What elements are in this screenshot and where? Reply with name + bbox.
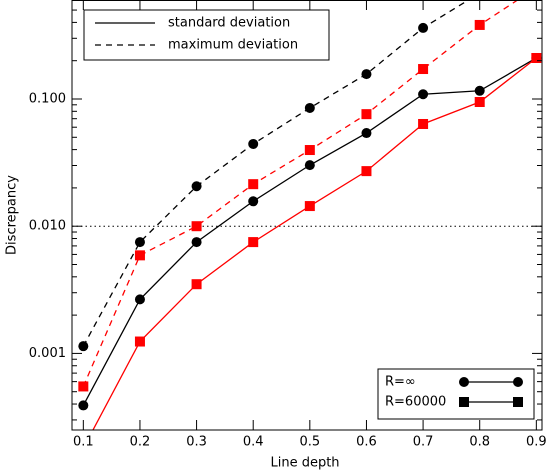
x-tick-label: 0.5 xyxy=(299,435,320,450)
data-point xyxy=(418,89,429,100)
data-point xyxy=(191,181,202,192)
x-tick-label: 0.6 xyxy=(356,435,377,450)
x-tick-label: 0.3 xyxy=(186,435,207,450)
data-point xyxy=(474,85,485,96)
x-tick-label: 0.8 xyxy=(469,435,490,450)
data-point xyxy=(361,69,372,80)
data-point xyxy=(191,237,202,248)
data-point xyxy=(361,128,372,139)
legend-label: R=60000 xyxy=(385,395,446,410)
data-point xyxy=(191,279,202,290)
legend-label: R=∞ xyxy=(385,375,416,390)
x-tick-label: 0.1 xyxy=(73,435,94,450)
data-point xyxy=(361,109,372,120)
data-point xyxy=(474,19,485,30)
x-tick-label: 0.4 xyxy=(243,435,264,450)
data-point xyxy=(134,250,145,261)
y-axis-title: Discrepancy xyxy=(5,175,20,255)
data-point xyxy=(134,237,145,248)
data-point xyxy=(248,138,259,149)
data-point xyxy=(304,102,315,113)
data-point xyxy=(531,52,542,63)
x-tick-label: 0.7 xyxy=(413,435,434,450)
data-point xyxy=(304,160,315,171)
legend-label: standard deviation xyxy=(168,16,290,31)
legend-marker xyxy=(513,377,523,387)
legend-box xyxy=(83,9,330,61)
data-point xyxy=(78,381,89,392)
x-tick-label: 0.2 xyxy=(130,435,151,450)
legend-marker xyxy=(513,397,523,407)
y-tick-label: 0.001 xyxy=(29,346,66,361)
y-tick-label: 0.010 xyxy=(29,219,66,234)
data-point xyxy=(418,118,429,129)
plot-frame xyxy=(71,0,543,431)
data-point xyxy=(248,196,259,207)
plot-area xyxy=(72,0,542,430)
data-point xyxy=(304,145,315,156)
data-point xyxy=(418,22,429,33)
y-tick-label: 0.100 xyxy=(29,91,66,106)
data-point xyxy=(248,237,259,248)
legend-marker xyxy=(459,397,469,407)
legend-box xyxy=(377,368,535,420)
data-point xyxy=(361,166,372,177)
data-point xyxy=(78,341,89,352)
x-axis-title: Line depth xyxy=(270,456,339,471)
legend-label: maximum deviation xyxy=(168,38,298,53)
data-point xyxy=(134,294,145,305)
data-point xyxy=(191,221,202,232)
data-point xyxy=(418,64,429,75)
data-point xyxy=(248,179,259,190)
x-tick-label: 0.9 xyxy=(526,435,547,450)
data-point xyxy=(474,96,485,107)
data-point xyxy=(134,336,145,347)
data-point xyxy=(304,201,315,212)
data-point xyxy=(78,400,89,411)
legend-marker xyxy=(459,377,469,387)
